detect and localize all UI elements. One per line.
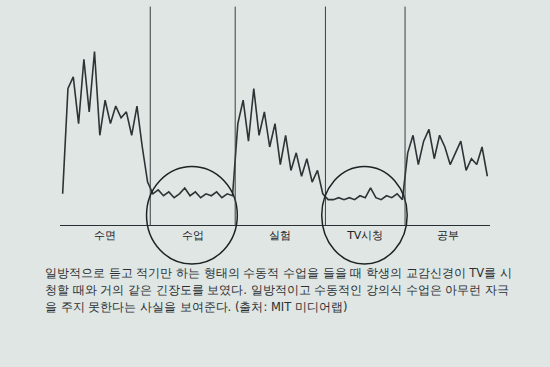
svg-text:수업: 수업 <box>182 229 204 242</box>
svg-text:실험: 실험 <box>269 229 291 242</box>
svg-text:공부: 공부 <box>437 229 459 242</box>
svg-text:수면: 수면 <box>94 229 116 242</box>
svg-text:TV시청: TV시청 <box>346 229 383 242</box>
html-text:일방적으로 듣고 적기만 하는 형태의 수동적 수업을 들을: 일방적으로 듣고 적기만 하는 형태의 수동적 수업을 들을 때 학생의 교감신… <box>45 266 512 314</box>
